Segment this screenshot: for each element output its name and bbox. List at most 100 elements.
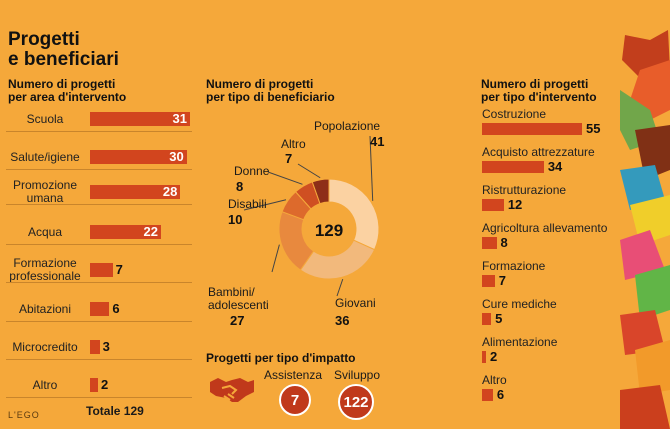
intervento-heading-line-1: Numero di progetti (481, 77, 589, 91)
intervento-row-label: Formazione (482, 259, 546, 273)
beneficiari-heading: Numero di progetti per tipo di beneficia… (206, 78, 335, 104)
label-giovani: Giovani (335, 296, 376, 310)
area-total: Totale 129 (86, 404, 144, 418)
label-altro: Altro (281, 137, 306, 151)
donut-leader-line (336, 278, 344, 297)
label-bambini-line-2: adolescenti (208, 298, 269, 312)
hands-decoration-image (620, 30, 670, 429)
area-heading-line-2: per area d'intervento (8, 90, 127, 104)
page-title: Progetti e beneficiari (8, 30, 119, 70)
beneficiari-heading-line-1: Numero di progetti (206, 77, 314, 91)
area-bar-chart: Scuola 31 Salute/igiene 30 Promozione umana 28… (0, 0, 200, 429)
area-bar-value: 31 (172, 111, 187, 126)
area-row-label: Scuola (26, 111, 64, 126)
title-line-1: Progetti (8, 29, 80, 50)
donut-leader-line (369, 135, 374, 201)
intervento-bar-value: 2 (490, 349, 498, 364)
area-row-separator (6, 321, 192, 322)
donut-center-value: 129 (315, 221, 343, 240)
label-bambini-line-1: Bambini/ (208, 285, 255, 299)
area-bar: 22 (90, 225, 161, 239)
label-popolazione: Popolazione (314, 119, 381, 133)
donut-slice (311, 178, 330, 205)
intervento-heading: Numero di progetti per tipo d'intervento (481, 78, 597, 104)
intervento-bar-value: 12 (507, 197, 523, 212)
area-row-label: Promozione umana (12, 178, 78, 205)
sviluppo-value: 122 (338, 384, 374, 420)
donut-leader-line (243, 199, 287, 211)
intervento-row-label: Agricoltura allevamento (482, 221, 608, 235)
area-row-label: Acqua (27, 224, 63, 239)
intervento-bar (482, 351, 486, 363)
area-bar (90, 340, 100, 354)
intervento-row-label: Altro (482, 373, 507, 387)
label-bambini: Bambini/ adolescenti (208, 286, 269, 312)
value-bambini: 27 (230, 313, 245, 328)
intervento-bar (482, 389, 493, 401)
intervento-row-label: Alimentazione (482, 335, 558, 349)
value-giovani: 36 (335, 313, 350, 328)
area-bar: 28 (90, 184, 181, 199)
value-disabili: 10 (228, 212, 243, 227)
intervento-bar (482, 199, 504, 211)
intervento-bar (482, 123, 582, 135)
handshake-icon (210, 378, 254, 402)
assistenza-value: 7 (279, 384, 311, 416)
area-row-label: Altro (32, 377, 58, 392)
area-row-separator (6, 204, 192, 205)
area-bar-value: 7 (115, 262, 123, 277)
area-row-label: Salute/igiene (10, 149, 80, 164)
area-row-separator (6, 359, 192, 360)
intervento-bar (482, 161, 544, 173)
area-bar-value: 6 (112, 301, 120, 316)
area-bar-value: 28 (162, 184, 178, 199)
beneficiari-heading-line-2: per tipo di beneficiario (206, 90, 335, 104)
area-bar-value: 30 (169, 149, 184, 164)
intervento-row-label: Ristrutturazione (482, 183, 567, 197)
label-disabili: Disabili (228, 197, 267, 211)
intervento-bar-value: 8 (500, 235, 508, 250)
donut-slice (299, 239, 376, 280)
intervento-heading-line-2: per tipo d'intervento (481, 90, 597, 104)
area-bar (90, 378, 98, 392)
area-row-separator (6, 282, 192, 283)
area-bar (90, 302, 110, 316)
intervento-bar-value: 34 (547, 159, 563, 174)
area-row-separator (6, 131, 192, 132)
intervento-bar-value: 55 (586, 121, 601, 136)
beneficiari-donut-chart: 129 (243, 135, 380, 297)
intervento-bar (482, 237, 497, 249)
area-bar-value: 3 (102, 339, 110, 354)
sviluppo-label: Sviluppo (334, 368, 381, 382)
area-row-separator (6, 244, 192, 245)
donut-leader-line (271, 244, 280, 273)
value-popolazione: 41 (370, 134, 385, 149)
assistenza-label: Assistenza (264, 368, 323, 382)
area-bar-value: 2 (101, 377, 109, 392)
area-row-label: Microcredito (12, 339, 78, 354)
area-row-label: Formazione professionale (9, 256, 81, 283)
value-altro: 7 (285, 151, 293, 166)
label-donne: Donne (234, 164, 270, 178)
title-line-2: e beneficiari (8, 49, 119, 70)
donut-leader-line (267, 171, 303, 185)
intervento-bar-value: 7 (498, 273, 506, 288)
area-row-label: Abitazioni (18, 301, 72, 316)
area-bar: 31 (90, 112, 190, 126)
area-bar-value: 22 (143, 224, 158, 239)
impatto-heading: Progetti per tipo d'impatto (206, 351, 356, 365)
area-row-separator (6, 397, 192, 398)
intervento-row-label: Acquisto attrezzature (482, 145, 595, 159)
intervento-bar (482, 313, 492, 325)
donut-leader-line (297, 163, 321, 179)
intervento-bar (482, 275, 495, 287)
area-row-separator (6, 169, 192, 170)
area-bar: 30 (90, 150, 187, 164)
area-bar (90, 263, 113, 277)
footer-brand: L'EGO (8, 410, 40, 420)
value-donne: 8 (236, 179, 244, 194)
intervento-row-label: Costruzione (482, 107, 547, 121)
area-heading: Numero di progetti per area d'intervento (8, 78, 126, 104)
intervento-bar-value: 5 (495, 311, 503, 326)
area-heading-line-1: Numero di progetti (8, 77, 116, 91)
